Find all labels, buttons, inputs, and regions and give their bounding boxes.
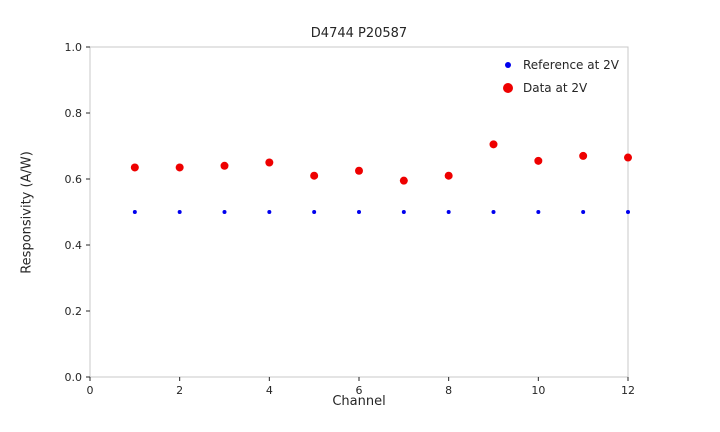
- reference-series-marker-icon: [505, 62, 511, 68]
- x-tick-label: 8: [445, 384, 452, 397]
- reference-point: [581, 210, 586, 214]
- reference-point: [222, 210, 227, 214]
- y-tick-label: 1.0: [65, 41, 83, 54]
- x-tick-label: 4: [266, 384, 273, 397]
- y-tick-label: 0.6: [65, 173, 83, 186]
- y-tick-label: 0.8: [65, 107, 83, 120]
- data-point: [399, 176, 408, 185]
- data-point: [534, 156, 543, 165]
- legend-item-data: Data at 2V: [503, 81, 619, 95]
- data-point: [579, 151, 588, 160]
- y-axis-label: Responsivity (A/W): [19, 151, 35, 274]
- x-tick-label: 0: [87, 384, 94, 397]
- y-tick-label: 0.0: [65, 371, 83, 384]
- data-point: [489, 140, 498, 149]
- reference-point: [446, 210, 451, 214]
- y-tick-label: 0.4: [65, 239, 83, 252]
- data-point: [220, 161, 229, 170]
- data-series-marker-icon: [503, 83, 513, 93]
- legend-item-reference: Reference at 2V: [503, 58, 619, 72]
- x-axis-label: Channel: [332, 394, 386, 409]
- chart-title: D4744 P20587: [310, 26, 408, 41]
- reference-point: [132, 210, 137, 214]
- reference-point: [536, 210, 541, 214]
- reference-point: [401, 210, 406, 214]
- legend: Reference at 2V Data at 2V: [503, 58, 619, 95]
- legend-label-data: Data at 2V: [523, 81, 588, 95]
- data-point: [175, 163, 184, 172]
- x-tick-label: 10: [531, 384, 545, 397]
- data-point: [265, 158, 274, 167]
- x-tick-label: 12: [621, 384, 635, 397]
- data-point: [310, 171, 319, 180]
- legend-label-reference: Reference at 2V: [523, 58, 619, 72]
- reference-point: [312, 210, 317, 214]
- data-point: [444, 171, 453, 180]
- data-point: [624, 153, 632, 162]
- data-point: [355, 166, 363, 175]
- x-tick-label: 2: [176, 384, 183, 397]
- x-tick-label: 6: [356, 384, 363, 397]
- data-point: [130, 163, 139, 172]
- y-tick-label: 0.2: [65, 305, 83, 318]
- reference-point: [267, 210, 272, 214]
- reference-point: [177, 210, 182, 214]
- reference-point: [491, 210, 496, 214]
- reference-point: [626, 210, 630, 214]
- reference-point: [357, 210, 361, 214]
